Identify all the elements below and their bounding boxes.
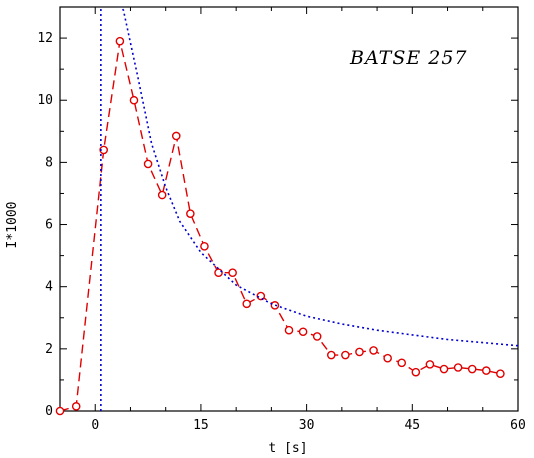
data-point — [411, 367, 421, 377]
data-line — [60, 41, 501, 411]
data-point — [298, 327, 308, 337]
data-point — [425, 360, 435, 369]
x-tick-label: 15 — [193, 418, 209, 433]
data-point — [397, 358, 407, 368]
y-axis-label: I*1000 — [5, 202, 20, 249]
data-point — [326, 350, 336, 360]
data-point — [383, 353, 392, 363]
y-tick-label: 8 — [45, 155, 53, 170]
x-tick-label: 45 — [404, 418, 420, 433]
y-tick-label: 4 — [45, 280, 53, 295]
fit-curve — [100, 7, 518, 411]
y-tick-label: 6 — [45, 218, 53, 233]
data-point — [71, 402, 81, 411]
data-point — [186, 209, 195, 218]
data-point — [284, 325, 294, 335]
y-tick-label: 12 — [37, 31, 53, 46]
data-point — [171, 131, 181, 141]
data-point — [481, 366, 491, 375]
plot-area: 0 15 30 45 60 0 2 4 6 8 10 12 — [37, 6, 526, 433]
data-point — [341, 350, 350, 360]
data-point — [55, 406, 65, 416]
data-point — [242, 299, 252, 309]
data-point — [270, 301, 280, 310]
y-tick-label: 0 — [45, 404, 53, 419]
data-point — [453, 363, 463, 372]
data-point — [143, 159, 153, 169]
data-point — [467, 364, 477, 374]
data-point — [256, 291, 266, 301]
data-point — [214, 268, 223, 278]
data-point — [439, 364, 449, 374]
data-point — [312, 332, 322, 341]
x-tick-label: 0 — [91, 418, 99, 433]
data-point — [355, 347, 364, 357]
plot-frame — [59, 6, 519, 412]
data-point — [115, 36, 125, 46]
y-tick-label: 2 — [45, 342, 53, 357]
data-point — [228, 268, 237, 278]
data-point — [157, 190, 167, 200]
data-point — [200, 241, 209, 251]
x-tick-label: 60 — [510, 418, 526, 433]
data-point — [369, 346, 378, 355]
x-axis-label: t [s] — [268, 441, 307, 456]
y-tick-label: 10 — [37, 93, 53, 108]
x-tick-label: 30 — [299, 418, 315, 433]
data-point — [496, 369, 505, 379]
data-point — [129, 95, 139, 105]
chart-annotation: BATSE 257 — [349, 47, 468, 69]
